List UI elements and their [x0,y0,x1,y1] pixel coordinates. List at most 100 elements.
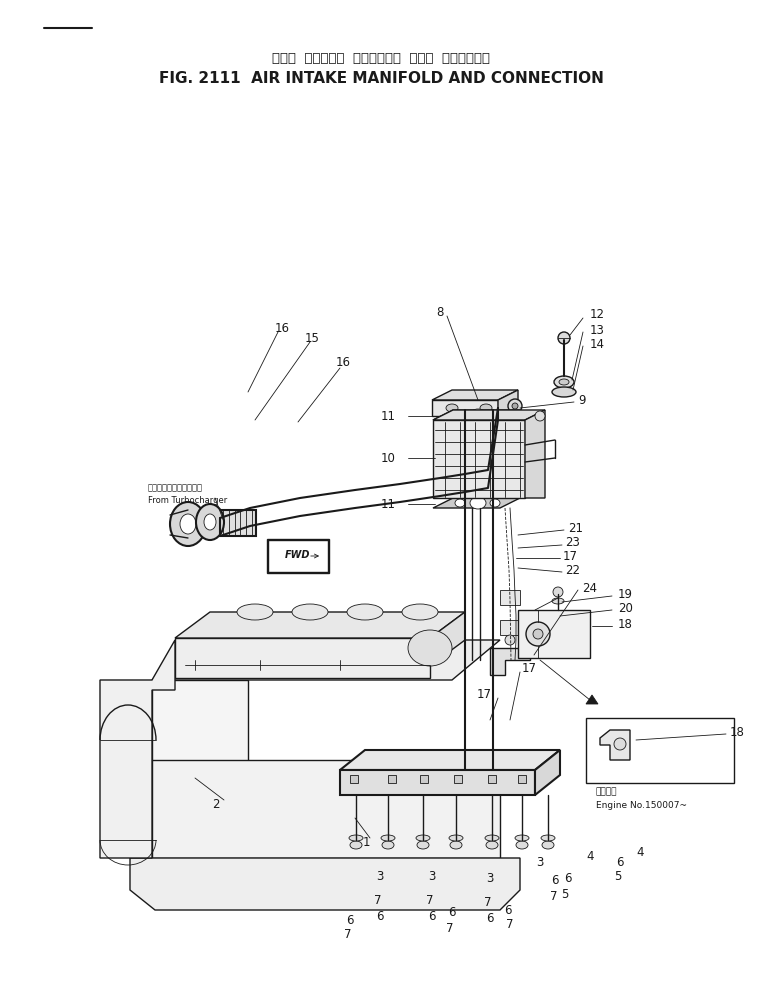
Ellipse shape [490,499,500,507]
Text: 21: 21 [568,522,583,535]
Text: 3: 3 [486,871,494,884]
Polygon shape [152,640,500,680]
Text: 7: 7 [506,917,514,930]
Ellipse shape [455,499,465,507]
Ellipse shape [446,404,458,412]
Ellipse shape [552,598,564,604]
Bar [420,775,428,783]
Ellipse shape [450,841,462,849]
Text: 7: 7 [447,921,453,934]
Polygon shape [535,750,560,795]
Ellipse shape [508,399,522,413]
Polygon shape [498,390,518,416]
Text: 4: 4 [586,849,594,862]
Ellipse shape [292,604,328,620]
Text: 2: 2 [213,797,220,810]
Ellipse shape [505,635,515,645]
Ellipse shape [526,622,550,646]
Text: FIG. 2111  AIR INTAKE MANIFOLD AND CONNECTION: FIG. 2111 AIR INTAKE MANIFOLD AND CONNEC… [158,71,604,86]
Text: 6: 6 [376,909,384,922]
Ellipse shape [490,411,500,419]
Text: FWD: FWD [285,550,311,560]
Ellipse shape [196,504,224,540]
Ellipse shape [480,404,492,412]
Text: 7: 7 [550,889,558,902]
Text: 24: 24 [582,582,597,595]
Text: 6: 6 [551,873,559,886]
Text: From Turbocharger: From Turbocharger [148,495,227,505]
Ellipse shape [614,738,626,750]
Text: 5: 5 [562,888,568,901]
Text: 9: 9 [578,393,585,406]
Text: 11: 11 [381,497,396,511]
Bar [350,775,358,783]
Ellipse shape [455,411,465,419]
Ellipse shape [554,376,574,388]
Text: 17: 17 [477,688,492,701]
Text: 6: 6 [504,903,512,916]
Polygon shape [175,638,430,678]
Ellipse shape [408,630,452,666]
FancyBboxPatch shape [267,539,329,573]
Text: 22: 22 [565,564,580,577]
Ellipse shape [402,604,438,620]
Polygon shape [130,858,520,910]
Polygon shape [433,420,525,498]
Text: Engine No.150007~: Engine No.150007~ [596,801,687,810]
Polygon shape [432,400,498,416]
Text: ターボチャージャーから: ターボチャージャーから [148,483,203,492]
Text: 3: 3 [376,869,384,882]
Text: 3: 3 [428,869,436,882]
Text: 6: 6 [564,871,572,884]
Bar [586,718,734,783]
Bar [454,775,462,783]
Ellipse shape [516,841,528,849]
Ellipse shape [515,835,529,841]
Ellipse shape [382,841,394,849]
Ellipse shape [533,629,543,639]
Text: 23: 23 [565,537,580,550]
Polygon shape [152,760,500,858]
Ellipse shape [417,841,429,849]
Ellipse shape [470,497,486,509]
Bar [388,775,396,783]
Text: 7: 7 [484,895,491,908]
Polygon shape [152,680,248,858]
Polygon shape [340,750,560,770]
Text: 11: 11 [381,409,396,422]
Ellipse shape [552,387,576,397]
Text: 6: 6 [448,905,456,918]
Polygon shape [175,612,465,638]
Ellipse shape [535,411,545,421]
Text: 14: 14 [590,337,605,350]
Text: 適用番号: 適用番号 [596,787,617,796]
Polygon shape [433,410,545,420]
Polygon shape [100,640,175,858]
Text: 7: 7 [374,893,382,906]
Text: 18: 18 [730,726,745,739]
Polygon shape [432,390,518,400]
Text: 10: 10 [381,451,396,464]
Ellipse shape [349,835,363,841]
Text: 1: 1 [362,835,370,848]
Polygon shape [433,498,520,508]
Text: 13: 13 [590,323,605,336]
Ellipse shape [237,604,273,620]
Text: エアー  インテーク  マニホールド  および  コネクション: エアー インテーク マニホールド および コネクション [272,52,490,65]
Text: 4: 4 [636,845,644,858]
Text: 6: 6 [616,855,624,868]
Polygon shape [490,648,530,675]
Ellipse shape [347,604,383,620]
Text: 17: 17 [522,662,537,675]
Polygon shape [525,410,545,498]
Ellipse shape [381,835,395,841]
Polygon shape [130,790,152,858]
Ellipse shape [485,835,499,841]
Ellipse shape [350,841,362,849]
Ellipse shape [204,514,216,530]
Text: 3: 3 [536,855,544,868]
Text: 7: 7 [344,927,352,940]
Bar [218,510,256,536]
Text: 6: 6 [486,911,494,924]
Ellipse shape [416,835,430,841]
